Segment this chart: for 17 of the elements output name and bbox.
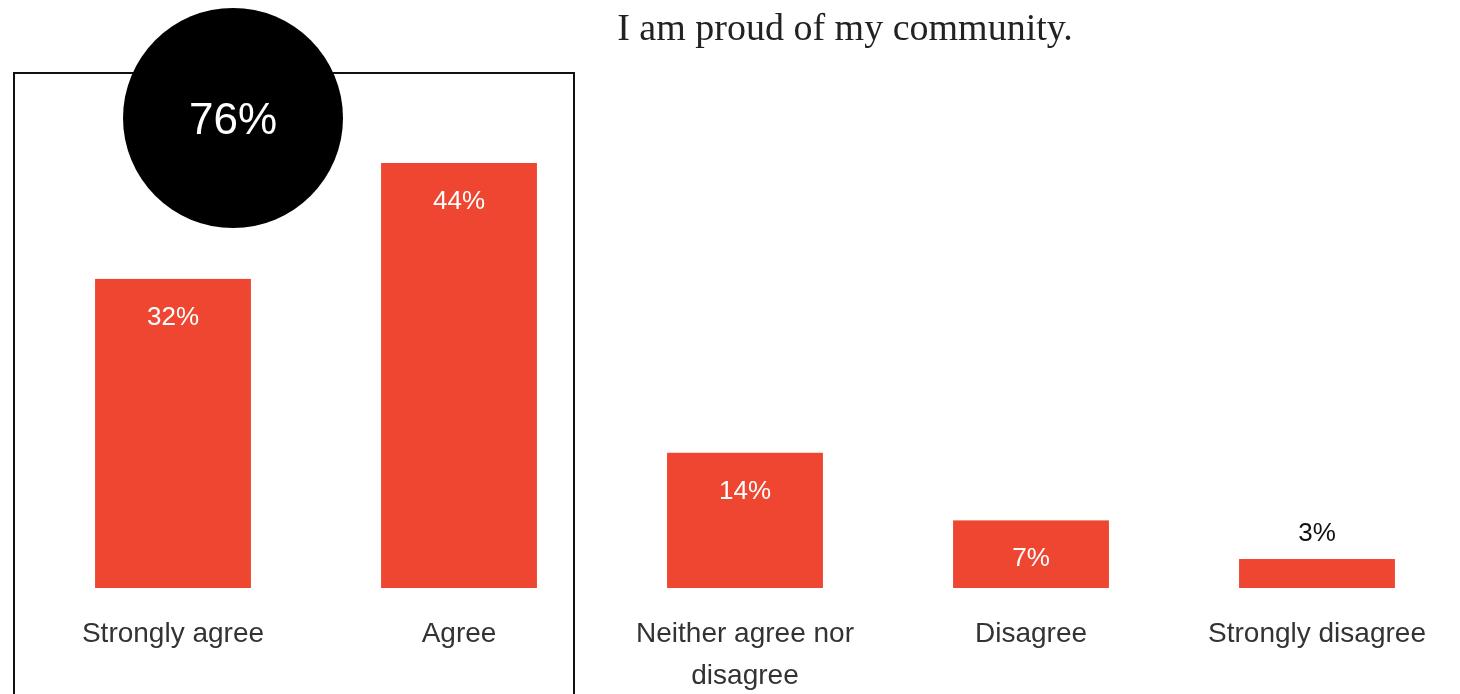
bar bbox=[667, 452, 823, 588]
x-tick-label: Neither agree nor disagree bbox=[636, 617, 854, 690]
bar bbox=[1239, 559, 1395, 588]
bar bbox=[953, 520, 1109, 588]
data-label: 3% bbox=[1298, 517, 1336, 548]
data-label: 32% bbox=[146, 300, 200, 331]
data-label: 44% bbox=[432, 185, 486, 215]
bar bbox=[95, 278, 251, 588]
x-tick-label: Agree bbox=[421, 617, 497, 648]
chart-title: I am proud of my community. bbox=[617, 6, 1073, 48]
data-label: 14% bbox=[718, 474, 772, 505]
x-tick-label: Disagree bbox=[974, 617, 1088, 648]
bar bbox=[381, 163, 537, 588]
text: 76% bbox=[188, 94, 278, 143]
data-label: 7% bbox=[1012, 542, 1050, 573]
x-tick-label: Strongly disagree bbox=[1208, 617, 1426, 648]
x-tick-label: Strongly agree bbox=[81, 617, 265, 648]
